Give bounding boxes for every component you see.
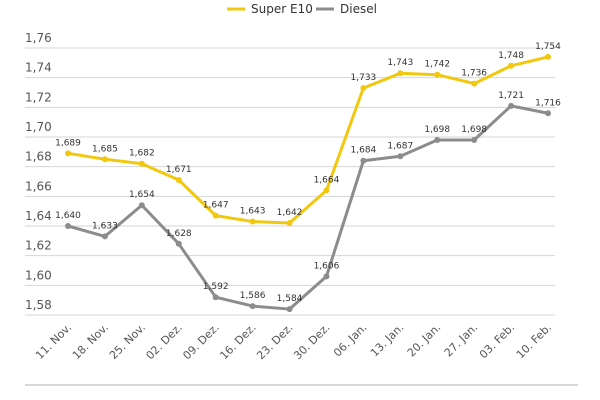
data-point-diesel <box>434 136 441 143</box>
data-point-super-e10 <box>101 156 108 163</box>
x-tick-label: 20. Jan. <box>405 321 444 360</box>
y-tick-label: 1,68 <box>25 150 52 164</box>
y-tick-label: 1,70 <box>25 120 52 134</box>
data-point-diesel <box>65 223 71 229</box>
series-line-super-e10 <box>67 55 549 225</box>
data-label-diesel: 1,721 <box>498 91 524 101</box>
data-point-diesel <box>286 306 293 313</box>
data-label-super-e10: 1,664 <box>314 175 340 185</box>
x-tick-label: 18. Nov. <box>70 321 111 362</box>
data-label-diesel: 1,698 <box>461 125 487 135</box>
y-tick-label: 1,62 <box>25 239 52 253</box>
data-point-super-e10 <box>212 212 219 219</box>
data-label-diesel: 1,592 <box>203 282 229 292</box>
y-tick-label: 1,58 <box>25 298 52 312</box>
data-label-super-e10: 1,642 <box>277 208 303 218</box>
data-label-diesel: 1,687 <box>387 141 413 151</box>
x-tick-label: 30. Dez. <box>291 321 332 362</box>
data-label-diesel: 1,628 <box>166 229 192 239</box>
x-tick-label: 09. Dez. <box>180 321 221 362</box>
data-label-super-e10: 1,689 <box>55 138 81 148</box>
data-point-super-e10 <box>286 220 293 227</box>
x-tick-label: 27. Jan. <box>442 321 481 360</box>
data-point-super-e10 <box>397 70 404 77</box>
y-tick-label: 1,74 <box>25 61 52 75</box>
data-label-diesel: 1,584 <box>277 294 303 304</box>
y-tick-label: 1,64 <box>25 209 52 223</box>
data-label-super-e10: 1,742 <box>424 60 450 70</box>
data-point-diesel <box>508 102 515 109</box>
x-tick-label: 25. Nov. <box>107 321 148 362</box>
y-tick-label: 1,60 <box>25 268 52 282</box>
data-point-super-e10 <box>138 160 145 167</box>
x-tick-label: 06. Jan. <box>331 321 370 360</box>
data-point-diesel <box>249 303 256 310</box>
data-label-diesel: 1,698 <box>424 125 450 135</box>
data-point-diesel <box>212 294 219 301</box>
data-label-super-e10: 1,743 <box>387 58 413 68</box>
data-label-super-e10: 1,682 <box>129 149 155 159</box>
data-label-super-e10: 1,748 <box>498 51 524 61</box>
data-point-diesel <box>545 110 551 117</box>
data-point-diesel <box>138 202 145 209</box>
legend-label-super-e10: Super E10 <box>251 2 313 16</box>
data-label-super-e10: 1,685 <box>92 144 118 154</box>
data-label-diesel: 1,654 <box>129 190 155 200</box>
x-tick-label: 02. Dez. <box>144 321 185 362</box>
data-point-diesel <box>101 233 108 240</box>
data-label-super-e10: 1,671 <box>166 165 192 175</box>
data-point-super-e10 <box>175 177 182 184</box>
data-label-super-e10: 1,733 <box>351 73 377 83</box>
x-tick-label: 23. Dez. <box>254 321 295 362</box>
data-label-diesel: 1,586 <box>240 291 266 301</box>
data-label-super-e10: 1,754 <box>535 42 561 52</box>
y-tick-label: 1,76 <box>25 31 52 45</box>
x-tick-label: 16. Dez. <box>217 321 258 362</box>
data-point-diesel <box>323 273 330 280</box>
data-label-super-e10: 1,647 <box>203 201 229 211</box>
data-point-diesel <box>360 157 367 164</box>
data-point-diesel <box>471 136 478 143</box>
legend-label-diesel: Diesel <box>340 2 377 16</box>
x-tick-label: 13. Jan. <box>368 321 407 360</box>
data-point-diesel <box>397 153 404 160</box>
data-point-diesel <box>175 240 182 247</box>
legend: Super E10 Diesel <box>227 2 377 16</box>
data-label-diesel: 1,684 <box>351 146 377 156</box>
data-label-diesel: 1,640 <box>55 211 81 221</box>
data-label-super-e10: 1,643 <box>240 207 266 217</box>
data-point-super-e10 <box>249 218 256 225</box>
data-label-diesel: 1,716 <box>535 98 561 108</box>
data-point-super-e10 <box>434 71 441 78</box>
data-point-super-e10 <box>471 80 478 87</box>
data-point-super-e10 <box>360 85 367 92</box>
data-label-diesel: 1,606 <box>314 261 340 271</box>
data-label-diesel: 1,633 <box>92 221 118 231</box>
y-tick-label: 1,66 <box>25 179 52 193</box>
x-tick-label: 03. Feb. <box>477 321 517 361</box>
x-tick-label: 11. Nov. <box>33 321 74 362</box>
data-point-super-e10 <box>323 187 330 194</box>
data-label-super-e10: 1,736 <box>461 69 487 79</box>
data-point-super-e10 <box>65 150 71 157</box>
x-tick-label: 10. Feb. <box>514 321 554 361</box>
y-tick-label: 1,72 <box>25 90 52 104</box>
data-point-super-e10 <box>508 62 515 69</box>
series-line-diesel <box>67 104 549 311</box>
data-point-super-e10 <box>545 53 551 60</box>
